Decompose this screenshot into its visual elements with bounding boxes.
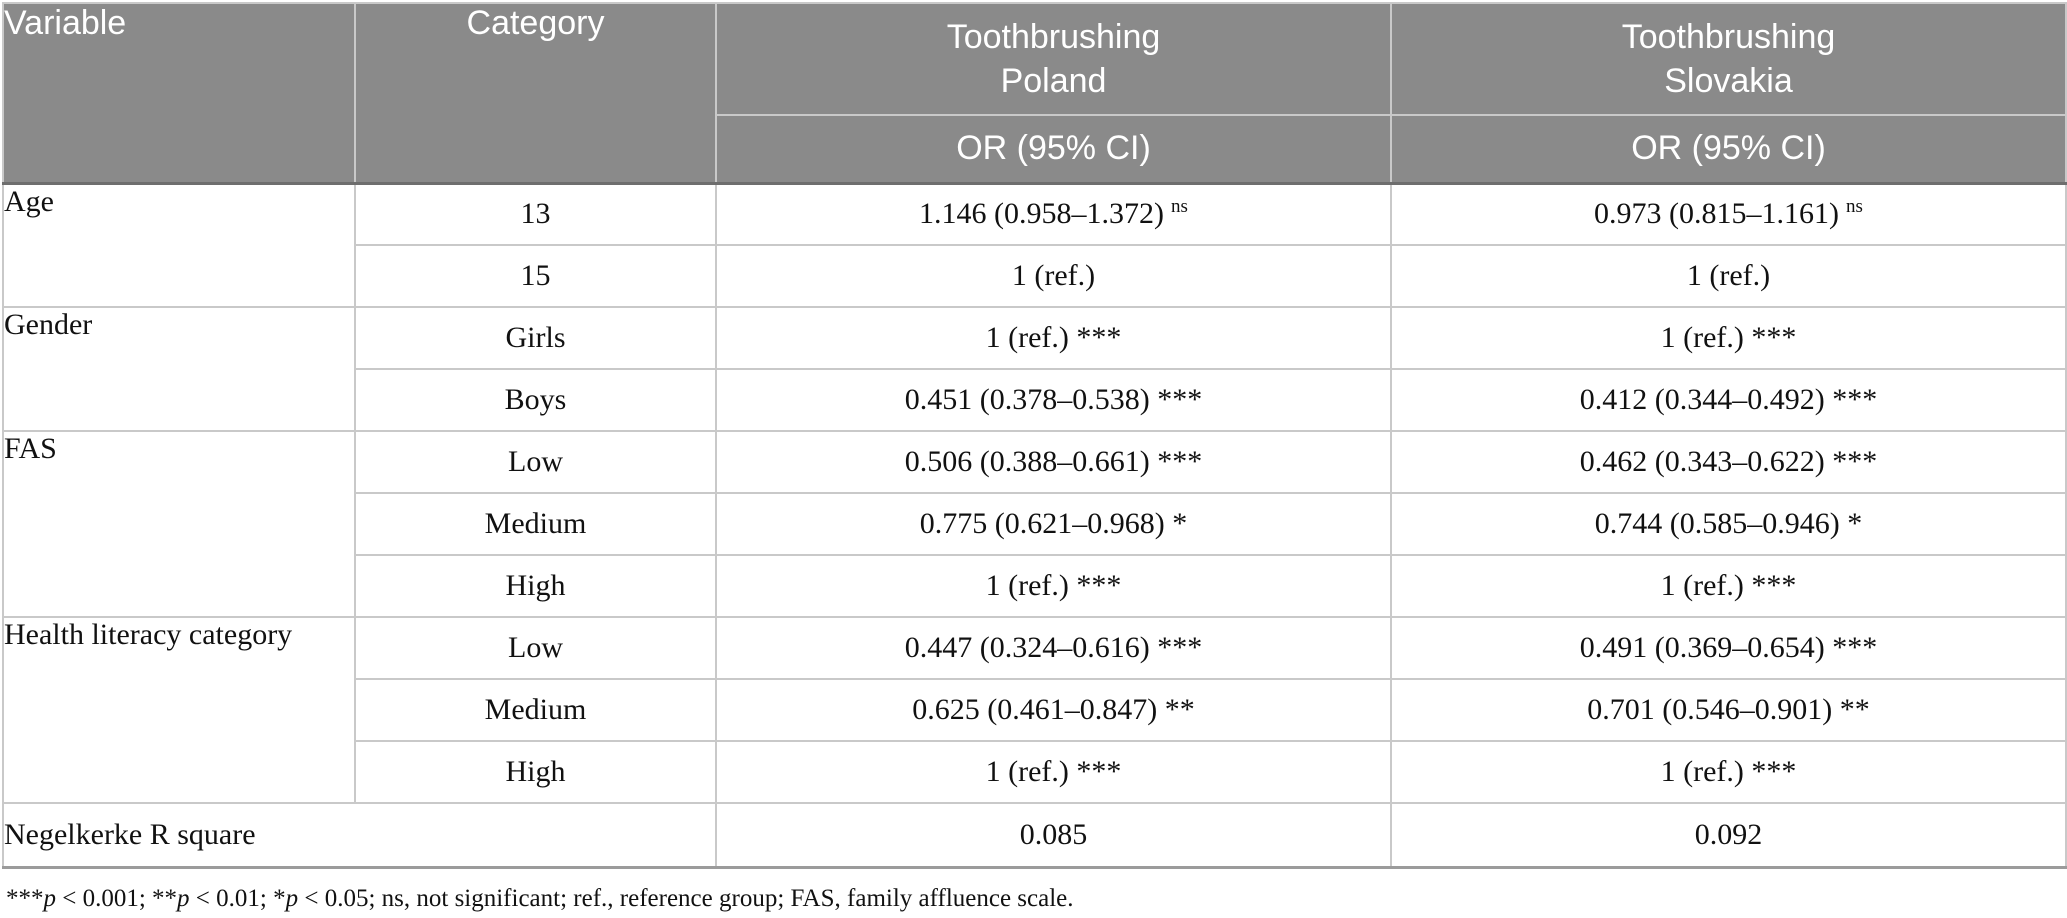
regression-table: Variable Category Toothbrushing Poland T… <box>2 2 2067 869</box>
variable-cell-fas: FAS <box>2 430 356 618</box>
table-row: FAS Low 0.506 (0.388–0.661) *** 0.462 (0… <box>2 430 2067 618</box>
or-value-cell-poland: 1 (ref.) *** <box>715 740 1392 804</box>
table-row: Age 13 1.146 (0.958–1.372) ns 0.973 (0.81… <box>2 182 2067 308</box>
summary-value-cell-slovakia: 0.092 <box>1390 802 2067 869</box>
toothbrushing-slovakia-line2: Slovakia <box>1664 62 1793 100</box>
table-row: Medium 0.625 (0.461–0.847) ** 0.701 (0.5… <box>3 678 2067 742</box>
summary-label-cell: Negelkerke R square <box>2 802 717 869</box>
header-cell-variable: Variable <box>2 2 356 185</box>
or-value-cell-slovakia: 0.701 (0.546–0.901) ** <box>1390 678 2067 742</box>
header-cell-category: Category <box>354 2 717 185</box>
footnote-part: * <box>273 884 286 912</box>
or-value: 1.146 (0.958–1.372) <box>919 197 1165 231</box>
footnote-p-italic: p <box>177 884 190 912</box>
or-value-cell-slovakia: 0.491 (0.369–0.654) *** <box>1390 616 2067 680</box>
category-cell: Low <box>354 430 717 494</box>
or-value-cell-poland: 0.625 (0.461–0.847) ** <box>715 678 1392 742</box>
variable-cell-gender: Gender <box>2 306 356 432</box>
or-value-cell-poland: 1 (ref.) *** <box>715 306 1392 370</box>
category-cell: Low <box>354 616 717 680</box>
variable-cell-health-literacy: Health literacy category <box>2 616 356 804</box>
variable-cell-age: Age <box>2 182 356 308</box>
table-header: Variable Category Toothbrushing Poland T… <box>2 2 2067 185</box>
category-cell: Girls <box>354 306 717 370</box>
footnote-part: *** <box>6 884 44 912</box>
or-value-cell-poland: 0.775 (0.621–0.968) * <box>715 492 1392 556</box>
footnote-p-italic: p <box>43 884 57 912</box>
header-cell-or-poland: OR (95% CI) <box>715 114 1392 185</box>
or-value-cell-slovakia: 0.412 (0.344–0.492) *** <box>1390 368 2067 432</box>
or-value-cell-slovakia: 1 (ref.) *** <box>1390 740 2067 804</box>
significance-superscript: ns <box>1171 196 1188 218</box>
header-cell-toothbrushing-slovakia: Toothbrushing Slovakia <box>1390 2 2067 116</box>
table-row: Boys 0.451 (0.378–0.538) *** 0.412 (0.34… <box>3 368 2067 432</box>
or-value-cell-poland: 1 (ref.) *** <box>715 554 1392 618</box>
or-value-cell-poland: 0.451 (0.378–0.538) *** <box>715 368 1392 432</box>
table-row: Medium 0.775 (0.621–0.968) * 0.744 (0.58… <box>3 492 2067 556</box>
footnote-part: < 0.01; <box>189 884 274 912</box>
or-value-cell-poland: 1.146 (0.958–1.372) ns <box>715 182 1392 246</box>
category-cell: Boys <box>354 368 717 432</box>
or-value-cell-poland: 0.447 (0.324–0.616) *** <box>715 616 1392 680</box>
category-cell: Medium <box>354 492 717 556</box>
or-value: 0.973 (0.815–1.161) <box>1594 197 1840 231</box>
table-footnote: ***p < 0.001; **p < 0.01; *p < 0.05; ns,… <box>2 869 2065 913</box>
header-variable-label: Variable <box>4 4 127 42</box>
footnote-p-italic: p <box>285 884 299 912</box>
or-value-cell-poland: 0.506 (0.388–0.661) *** <box>715 430 1392 494</box>
or-value-cell-poland: 1 (ref.) <box>715 244 1392 308</box>
table-row: Gender Girls 1 (ref.) *** 1 (ref.) *** <box>2 306 2067 432</box>
header-cell-or-slovakia: OR (95% CI) <box>1390 114 2067 185</box>
category-cell: High <box>354 554 717 618</box>
or-value-cell-slovakia: 1 (ref.) *** <box>1390 306 2067 370</box>
footnote-part: ** <box>152 884 178 912</box>
toothbrushing-slovakia-line1: Toothbrushing <box>1621 17 1836 56</box>
category-cell: 13 <box>354 182 717 246</box>
category-cell: Medium <box>354 678 717 742</box>
header-category-label: Category <box>466 4 605 42</box>
or-value-cell-slovakia: 0.744 (0.585–0.946) * <box>1390 492 2067 556</box>
toothbrushing-poland-line2: Poland <box>1000 62 1107 100</box>
or-value-cell-slovakia: 0.973 (0.815–1.161) ns <box>1390 182 2067 246</box>
table-body: Age 13 1.146 (0.958–1.372) ns 0.973 (0.81… <box>2 182 2067 869</box>
table-row: Health literacy category Low 0.447 (0.32… <box>2 616 2067 804</box>
table-row: 15 1 (ref.) 1 (ref.) <box>3 244 2067 308</box>
or-value-cell-slovakia: 1 (ref.) <box>1390 244 2067 308</box>
toothbrushing-poland-line1: Toothbrushing <box>946 17 1161 56</box>
footnote-part: < 0.05; ns, not significant; ref., refer… <box>298 884 1074 912</box>
header-cell-toothbrushing-poland: Toothbrushing Poland <box>715 2 1392 116</box>
footnote-part: < 0.001; <box>56 884 153 912</box>
summary-value-cell-poland: 0.085 <box>715 802 1392 869</box>
table-row-summary: Negelkerke R square 0.085 0.092 <box>2 802 2067 869</box>
table-row: High 1 (ref.) *** 1 (ref.) *** <box>3 554 2067 618</box>
significance-superscript: ns <box>1846 196 1863 218</box>
or-value-cell-slovakia: 1 (ref.) *** <box>1390 554 2067 618</box>
table-row: High 1 (ref.) *** 1 (ref.) *** <box>3 740 2067 804</box>
category-cell: 15 <box>354 244 717 308</box>
or-value-cell-slovakia: 0.462 (0.343–0.622) *** <box>1390 430 2067 494</box>
category-cell: High <box>354 740 717 804</box>
